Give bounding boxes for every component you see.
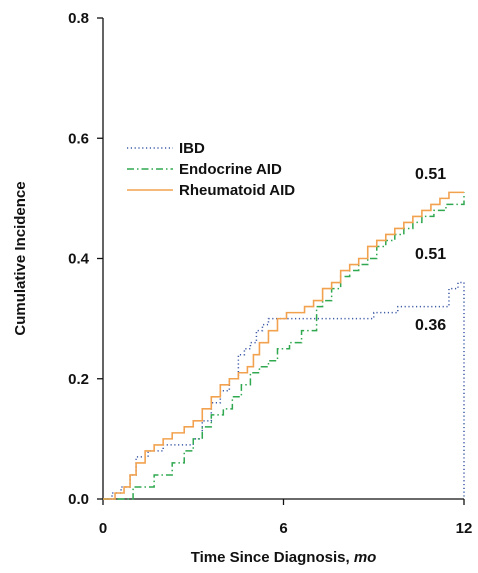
y-tick-label: 0.2 — [68, 371, 89, 388]
y-tick-label: 0.4 — [68, 251, 90, 268]
x-tick-label: 6 — [279, 520, 287, 537]
legend-label: IBD — [179, 140, 205, 157]
series-line-rheumatoid-aid — [103, 191, 464, 500]
end-value-label: 0.36 — [415, 317, 446, 334]
end-labels: 0.36 0.51 0.51 — [415, 166, 446, 334]
series-layer — [103, 191, 465, 500]
y-tick-label: 0.8 — [68, 10, 89, 27]
legend: IBD Endocrine AID Rheumatoid AID — [127, 140, 295, 199]
end-value-label: 0.51 — [415, 246, 446, 263]
legend-label: Rheumatoid AID — [179, 182, 295, 199]
y-tick-label: 0.6 — [68, 130, 89, 147]
y-axis-title: Cumulative Incidence — [12, 181, 29, 335]
x-axis-title-main: Time Since Diagnosis, — [191, 549, 354, 566]
axes-layer — [102, 18, 464, 500]
ticks-layer: 0.0 0.2 0.4 0.6 0.8 0 6 12 — [68, 10, 472, 537]
end-value-label: 0.51 — [415, 166, 446, 183]
y-tick-label: 0.0 — [68, 491, 89, 508]
series-line-endocrine-aid — [103, 192, 465, 500]
legend-label: Endocrine AID — [179, 161, 282, 178]
x-tick-label: 12 — [456, 520, 473, 537]
series-line-ibd — [103, 281, 464, 500]
x-axis-title: Time Since Diagnosis, mo — [191, 549, 377, 566]
x-tick-label: 0 — [99, 520, 107, 537]
x-axis-title-unit: mo — [354, 549, 377, 566]
